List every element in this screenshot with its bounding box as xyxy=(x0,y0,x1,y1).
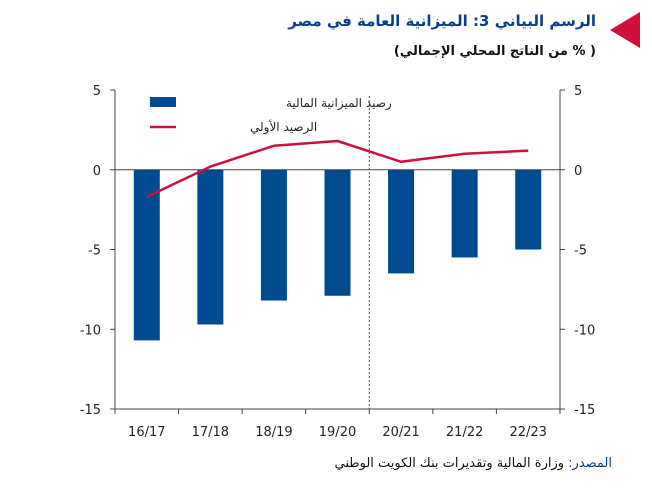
bar-fiscal-balance xyxy=(388,169,415,274)
y-tick-label-right: 0 xyxy=(574,164,582,179)
y-tick-label-left: -5 xyxy=(88,244,101,259)
y-tick-label-left: -15 xyxy=(80,403,101,418)
legend-label-primary-balance: الرصيد الأولي xyxy=(250,119,317,135)
x-tick-label: 22/23 xyxy=(509,425,546,440)
y-tick-label-right: -10 xyxy=(574,323,595,338)
y-tick-label-right: 5 xyxy=(574,84,582,99)
y-tick-label-left: 0 xyxy=(93,164,101,179)
bar-fiscal-balance xyxy=(324,169,351,296)
x-tick-label: 17/18 xyxy=(192,425,229,440)
x-tick-label: 20/21 xyxy=(382,425,419,440)
title-marker-triangle xyxy=(610,12,640,48)
x-tick-label: 16/17 xyxy=(128,425,165,440)
chart-title: الرسم البياني 3: الميزانية العامة في مصر xyxy=(288,12,596,30)
source-note: المصدر: وزارة المالية وتقديرات بنك الكوي… xyxy=(335,456,612,471)
chart-subtitle: ( % من الناتج المحلي الإجمالي) xyxy=(393,44,596,59)
bar-fiscal-balance xyxy=(133,169,160,341)
legend-label-fiscal-balance: رصيد الميزانية المالية xyxy=(286,96,392,111)
x-tick-label: 21/22 xyxy=(446,425,483,440)
y-tick-label-left: -10 xyxy=(80,323,101,338)
bar-fiscal-balance xyxy=(197,169,224,325)
y-tick-label-left: 5 xyxy=(93,84,101,99)
source-text: وزارة المالية وتقديرات بنك الكويت الوطني xyxy=(334,456,565,471)
x-tick-label: 19/20 xyxy=(319,425,356,440)
x-tick-label: 18/19 xyxy=(255,425,292,440)
y-tick-label-right: -15 xyxy=(574,403,595,418)
source-label: المصدر: xyxy=(568,456,612,471)
y-tick-label-right: -5 xyxy=(574,244,587,259)
bar-fiscal-balance xyxy=(515,169,542,250)
bar-fiscal-balance xyxy=(260,169,287,301)
bar-fiscal-balance xyxy=(451,169,478,258)
legend-swatch-fiscal-balance xyxy=(150,97,176,107)
